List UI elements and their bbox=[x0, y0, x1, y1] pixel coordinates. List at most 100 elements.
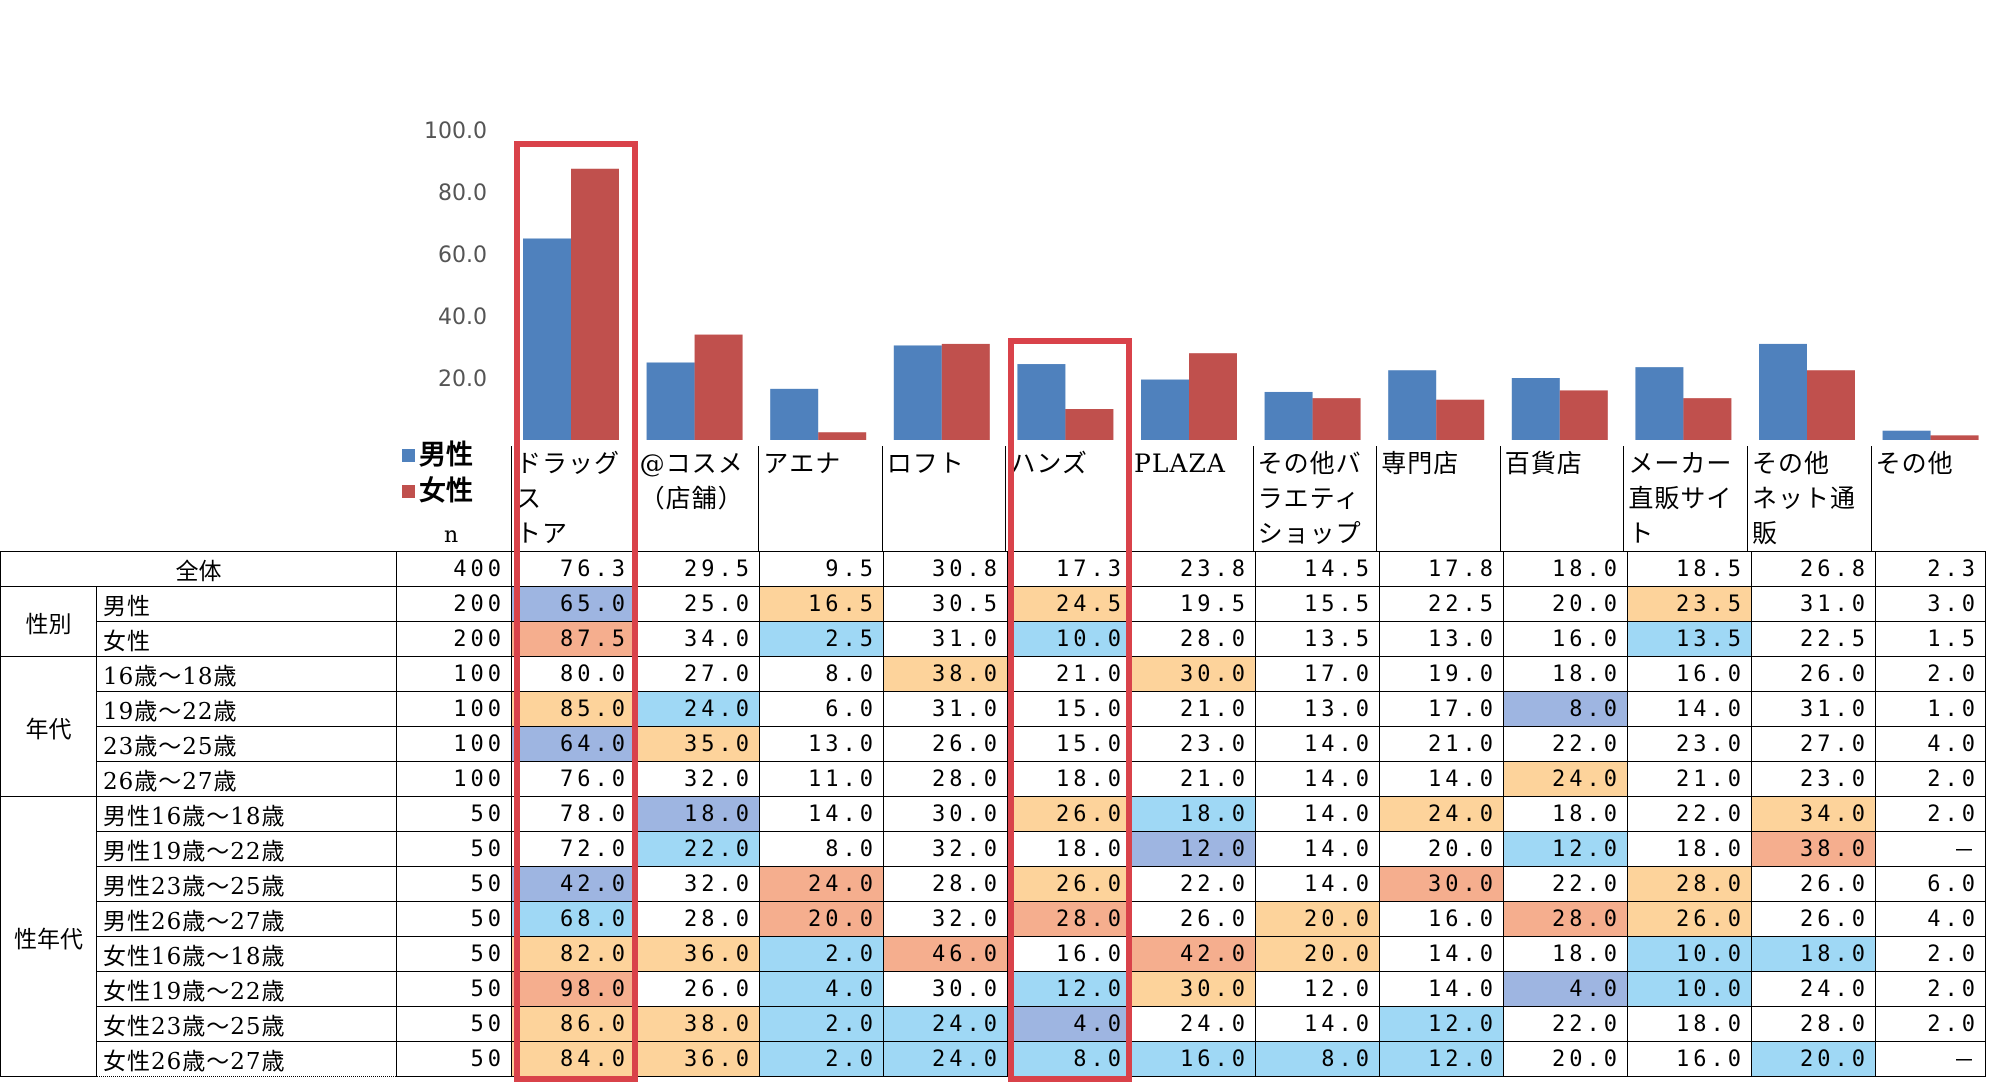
table-cell: 1.5 bbox=[1875, 621, 1986, 657]
table-row: 年代 16歳～18歳 100 80.0 27.0 8.0 38.0 21.0 30.0 17.0 1… bbox=[0, 656, 1986, 797]
bar-female-3 bbox=[941, 343, 990, 440]
table-cell: 26.0 bbox=[1751, 866, 1876, 902]
sample-size: 50 bbox=[396, 1006, 512, 1042]
table-cell: 26.8 bbox=[1751, 551, 1876, 587]
bar-male-8 bbox=[1511, 378, 1560, 440]
table-cell: 18.0 bbox=[1627, 831, 1752, 867]
row-label: 23歳～25歳 bbox=[96, 726, 397, 762]
sample-size: 100 bbox=[396, 691, 512, 727]
bar-female-8 bbox=[1559, 390, 1608, 440]
row-label: 男性23歳～25歳 bbox=[96, 866, 397, 902]
table-cell: 16.0 bbox=[1007, 936, 1132, 972]
table-cell: 12.0 bbox=[1379, 1041, 1504, 1077]
table-cell: 46.0 bbox=[883, 936, 1008, 972]
table-cell: 82.0 bbox=[511, 936, 636, 972]
table-cell: 26.0 bbox=[1627, 901, 1752, 937]
table-cell: 17.0 bbox=[1379, 691, 1504, 727]
table-cell: 18.0 bbox=[1503, 796, 1628, 832]
table-cell: 16.0 bbox=[1131, 1041, 1256, 1077]
table-cell: 14.0 bbox=[1627, 691, 1752, 727]
column-header: PLAZA bbox=[1129, 446, 1253, 551]
bar-male-11 bbox=[1882, 430, 1931, 440]
table-cell: 20.0 bbox=[759, 901, 884, 937]
table-cell: 26.0 bbox=[1751, 901, 1876, 937]
row-label: 女性26歳～27歳 bbox=[96, 1041, 397, 1077]
table-cell: 6.0 bbox=[759, 691, 884, 727]
table-cell: 76.0 bbox=[511, 761, 636, 797]
table-cell: 18.0 bbox=[1627, 1006, 1752, 1042]
table-cell: 15.5 bbox=[1255, 586, 1380, 622]
legend-male-swatch bbox=[402, 449, 415, 462]
sample-size: 200 bbox=[396, 621, 512, 657]
table-cell: 14.0 bbox=[1255, 866, 1380, 902]
table-cell: 18.0 bbox=[1007, 831, 1132, 867]
table-cell: 2.0 bbox=[1875, 761, 1986, 797]
bar-male-7 bbox=[1388, 370, 1437, 440]
table-cell: 30.5 bbox=[883, 586, 1008, 622]
table-cell: 17.0 bbox=[1255, 656, 1380, 692]
table-row: 23歳～25歳 100 64.0 35.0 13.0 26.0 15.0 23.0 14.0 21… bbox=[1, 726, 1986, 762]
table-cell: 18.0 bbox=[635, 796, 760, 832]
sample-size: 50 bbox=[396, 936, 512, 972]
sample-size: 100 bbox=[396, 761, 512, 797]
table-cell: 28.0 bbox=[883, 761, 1008, 797]
table-row: 性年代 男性16歳～18歳 50 78.0 18.0 14.0 30.0 26.0 18.0 14… bbox=[0, 796, 1986, 1077]
table-cell: 18.0 bbox=[1007, 761, 1132, 797]
legend-male-label: 男性 bbox=[419, 440, 473, 471]
table-cell: 32.0 bbox=[883, 901, 1008, 937]
table-cell: 21.0 bbox=[1627, 761, 1752, 797]
table-cell: 8.0 bbox=[759, 831, 884, 867]
row-label: 男性 bbox=[96, 586, 397, 622]
row-label: 女性23歳～25歳 bbox=[96, 1006, 397, 1042]
table-cell: 12.0 bbox=[1379, 1006, 1504, 1042]
table-cell: 24.0 bbox=[1751, 971, 1876, 1007]
table-cell: 4.0 bbox=[1875, 901, 1986, 937]
table-cell: 27.0 bbox=[635, 656, 760, 692]
crosstab-table: 全体 400 76.3 29.5 9.5 30.8 17.3 23.8 14.5 17.8 18.0… bbox=[0, 551, 1986, 1077]
table-cell: 30.8 bbox=[883, 551, 1008, 587]
y-tick-label: 40.0 bbox=[438, 305, 487, 330]
bar-male-6 bbox=[1264, 391, 1313, 440]
table-cell: 2.0 bbox=[759, 1041, 884, 1077]
table-cell: 42.0 bbox=[1131, 936, 1256, 972]
table-cell: 20.0 bbox=[1255, 936, 1380, 972]
bar-male-5 bbox=[1141, 379, 1189, 440]
table-cell: 15.0 bbox=[1007, 726, 1132, 762]
table-cell: 22.0 bbox=[1503, 1006, 1628, 1042]
table-row: 全体 400 76.3 29.5 9.5 30.8 17.3 23.8 14.5 17.8 18.0… bbox=[0, 551, 1986, 587]
table-cell: 12.0 bbox=[1007, 971, 1132, 1007]
table-cell: 4.0 bbox=[1007, 1006, 1132, 1042]
table-cell: 21.0 bbox=[1131, 691, 1256, 727]
table-cell: 65.0 bbox=[511, 586, 636, 622]
table-cell: 4.0 bbox=[759, 971, 884, 1007]
table-cell: 31.0 bbox=[883, 621, 1008, 657]
table-cell: 23.5 bbox=[1627, 586, 1752, 622]
table-cell: 13.5 bbox=[1255, 621, 1380, 657]
table-cell: 42.0 bbox=[511, 866, 636, 902]
sample-size: 50 bbox=[396, 1041, 512, 1077]
bar-male-10 bbox=[1759, 343, 1807, 440]
table-cell: － bbox=[1875, 1041, 1986, 1077]
sample-size: 50 bbox=[396, 796, 512, 832]
table-cell: 2.0 bbox=[1875, 796, 1986, 832]
table-cell: 28.0 bbox=[1751, 1006, 1876, 1042]
bar-male-3 bbox=[893, 345, 942, 440]
table-row: 女性23歳～25歳 50 86.0 38.0 2.0 24.0 4.0 24.0 14.0 12.… bbox=[1, 1006, 1986, 1042]
table-cell: 24.0 bbox=[1379, 796, 1504, 832]
table-cell: 22.0 bbox=[1131, 866, 1256, 902]
sample-size: 100 bbox=[396, 726, 512, 762]
table-cell: 25.0 bbox=[635, 586, 760, 622]
table-cell: 76.3 bbox=[511, 551, 636, 587]
table-cell: 8.0 bbox=[759, 656, 884, 692]
bar-male-1 bbox=[646, 362, 695, 440]
table-cell: 2.0 bbox=[1875, 1006, 1986, 1042]
table-cell: 31.0 bbox=[1751, 691, 1876, 727]
table-cell: 23.0 bbox=[1131, 726, 1256, 762]
table-cell: 14.5 bbox=[1255, 551, 1380, 587]
table-cell: 2.3 bbox=[1875, 551, 1986, 587]
table-cell: 30.0 bbox=[883, 971, 1008, 1007]
y-tick-label: 100.0 bbox=[424, 119, 487, 144]
table-cell: 17.8 bbox=[1379, 551, 1504, 587]
table-cell: 35.0 bbox=[635, 726, 760, 762]
table-cell: 38.0 bbox=[635, 1006, 760, 1042]
